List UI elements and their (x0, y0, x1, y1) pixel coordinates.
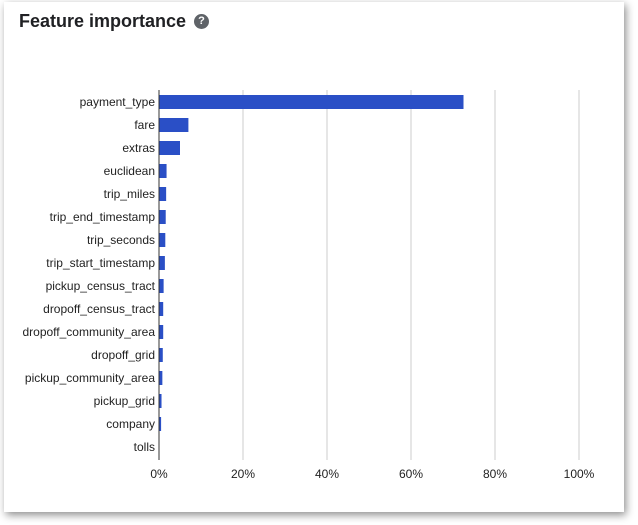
bar-trip-miles[interactable] (159, 187, 167, 201)
x-tick-label: 40% (315, 467, 339, 481)
bar-payment-type[interactable] (159, 95, 464, 109)
chart-card: Feature importance ? (4, 2, 624, 512)
category-label: pickup_community_area (25, 371, 155, 385)
grid-lines (242, 90, 580, 460)
category-label: euclidean (104, 164, 155, 178)
category-label: trip_start_timestamp (46, 256, 155, 270)
bar-pickup-community-area[interactable] (159, 371, 163, 385)
category-label: trip_seconds (87, 233, 155, 247)
help-circle-icon[interactable]: ? (194, 14, 209, 29)
category-label: company (106, 417, 155, 431)
category-label: trip_miles (104, 187, 155, 201)
category-label: fare (134, 118, 155, 132)
bars (159, 95, 464, 431)
x-tick-labels: 0% 20% 40% 60% 80% 100% (150, 467, 594, 481)
category-label: dropoff_community_area (22, 325, 155, 339)
bar-euclidean[interactable] (159, 164, 167, 178)
category-label: extras (122, 141, 155, 155)
bar-trip-end-timestamp[interactable] (159, 210, 166, 224)
category-label: tolls (134, 440, 155, 454)
x-tick-label: 80% (483, 467, 507, 481)
x-tick-label: 60% (399, 467, 423, 481)
bar-trip-start-timestamp[interactable] (159, 256, 165, 270)
bar-dropoff-community-area[interactable] (159, 325, 164, 339)
bar-pickup-grid[interactable] (159, 394, 162, 408)
category-label: pickup_grid (94, 394, 155, 408)
category-label: payment_type (80, 95, 156, 109)
bar-pickup-census-tract[interactable] (159, 279, 164, 293)
category-label: trip_end_timestamp (50, 210, 156, 224)
bar-trip-seconds[interactable] (159, 233, 166, 247)
bar-fare[interactable] (159, 118, 189, 132)
x-tick-label: 0% (150, 467, 168, 481)
chart-title: Feature importance (19, 11, 187, 31)
x-tick-label: 100% (564, 467, 595, 481)
category-label: dropoff_census_tract (43, 302, 156, 316)
x-tick-label: 20% (231, 467, 255, 481)
bar-dropoff-census-tract[interactable] (159, 302, 164, 316)
bar-company[interactable] (159, 417, 162, 431)
category-label: pickup_census_tract (46, 279, 156, 293)
bar-extras[interactable] (159, 141, 180, 155)
bar-dropoff-grid[interactable] (159, 348, 163, 362)
category-label: dropoff_grid (91, 348, 155, 362)
